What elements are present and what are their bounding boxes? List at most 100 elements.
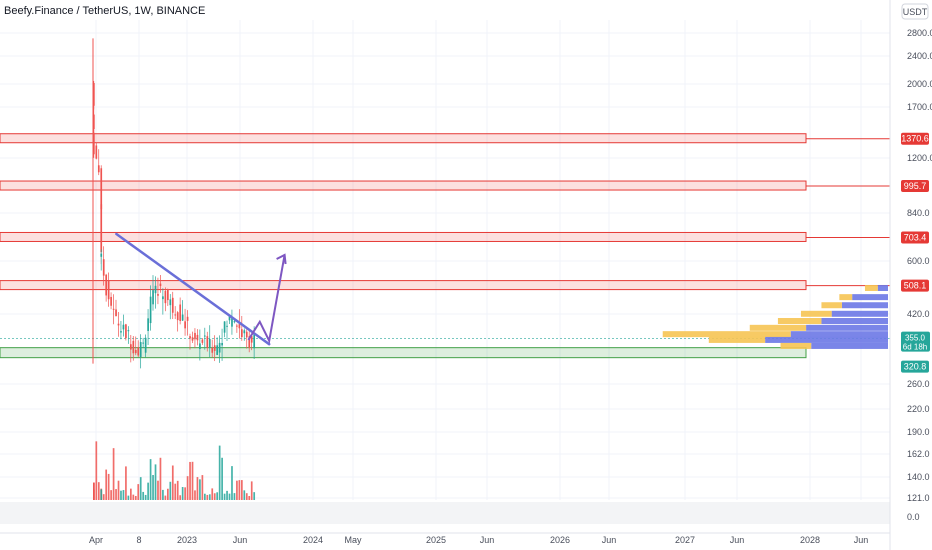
volume-bar <box>117 480 120 500</box>
bar-countdown-label: 6d 18h <box>903 343 927 352</box>
price-tick-label: 190.0 <box>907 427 930 437</box>
volume-bar <box>115 489 117 500</box>
volume-bar <box>243 490 246 500</box>
candle-body <box>144 337 147 353</box>
candle-body <box>164 290 167 304</box>
volume-bar <box>149 459 152 500</box>
volume-bar <box>223 493 226 500</box>
volume-profile-sell <box>708 336 766 343</box>
candle-body <box>231 318 233 327</box>
candle-body <box>149 296 152 324</box>
volume-profile-buy <box>790 331 888 338</box>
candle-body <box>199 343 201 350</box>
resistance-zone <box>0 280 807 291</box>
time-axis[interactable]: Apr 8 2023 Jun 2024 May 2025 Jun 2026 Jun 2027 Jun 2… <box>89 535 868 545</box>
volume-profile-sell <box>821 302 842 309</box>
candle-body <box>236 325 238 327</box>
price-tick-label: 162.0 <box>907 449 930 459</box>
volume-bar <box>105 469 108 500</box>
volume-bar <box>120 490 122 500</box>
candle-body <box>206 336 209 348</box>
volume-bar <box>181 487 184 500</box>
candle-body <box>213 345 216 351</box>
resistance-zone <box>0 133 807 144</box>
volume-bar <box>112 448 115 500</box>
resistance-tag <box>901 180 929 193</box>
volume-bar <box>245 493 248 500</box>
volume-bar <box>159 457 162 500</box>
volume-bar <box>95 441 98 500</box>
candle-body <box>137 347 140 356</box>
candle-body <box>120 331 122 333</box>
support-zone <box>0 347 807 359</box>
volume-bar <box>204 493 206 500</box>
volume-bar <box>213 493 216 500</box>
candle-body <box>134 349 137 354</box>
time-tick-label: 8 <box>136 535 141 545</box>
price-tick-label: 420.0 <box>907 309 930 319</box>
volume-bar <box>248 495 251 500</box>
volume-bar <box>241 480 243 500</box>
projection-path <box>247 254 286 344</box>
candle-body <box>245 331 248 338</box>
candle-body <box>171 297 174 313</box>
volume-bar <box>226 490 228 500</box>
price-tick-label: 220.0 <box>907 404 930 414</box>
volume-bar <box>211 488 214 500</box>
resistance-tag-label: 508.1 <box>904 281 927 291</box>
volume-bar <box>233 493 236 500</box>
support-tag <box>901 360 929 373</box>
volume-profile-buy <box>806 324 888 331</box>
candle-body <box>181 314 184 321</box>
support-tag-label: 320.8 <box>904 362 927 372</box>
volume-bar <box>144 494 147 500</box>
candle-body <box>250 336 253 343</box>
price-tick-label: 840.0 <box>907 208 930 218</box>
resistance-tag-label: 703.4 <box>904 232 927 242</box>
volume-bar <box>189 461 191 500</box>
volume-bar <box>199 479 201 500</box>
candle-body <box>221 342 223 346</box>
volume-bar <box>127 495 130 500</box>
volume-profile-sell <box>780 342 812 349</box>
volume-bar <box>125 466 127 500</box>
volume-bar <box>191 461 194 500</box>
volume-bar <box>162 489 164 500</box>
candle-body <box>238 324 241 329</box>
volume-bar <box>174 483 177 500</box>
volume-profile-buy <box>765 336 888 343</box>
volume-profile-sell <box>839 294 853 301</box>
volume-bar <box>132 494 135 500</box>
resistance-tag <box>901 279 929 292</box>
candle-body <box>127 330 130 332</box>
candle-body <box>93 132 95 155</box>
time-tick-label: Apr <box>89 535 103 545</box>
volume-bar <box>176 480 179 500</box>
candle-body <box>100 204 103 253</box>
volume-bar <box>97 482 100 500</box>
candle-body <box>93 82 95 106</box>
candle-body <box>97 165 100 173</box>
candle-body <box>241 329 243 338</box>
price-tick-label: 140.0 <box>907 472 930 482</box>
price-tick-label: 1700.0 <box>907 102 932 112</box>
time-tick-label: 2023 <box>177 535 197 545</box>
candle-body <box>248 336 251 348</box>
candle-body <box>125 324 127 339</box>
volume-bar <box>122 490 125 500</box>
projection-arrowhead <box>276 253 287 265</box>
time-scale-band <box>0 502 890 524</box>
resistance-tag-label: 1370.6 <box>901 134 929 144</box>
resistance-tag <box>901 231 929 244</box>
volume-bar <box>194 490 196 500</box>
volume-bar <box>216 492 219 500</box>
price-axis[interactable]: 2800.0 2400.0 2000.0 1700.0 1200.0 840.0 600.0… <box>907 28 932 522</box>
volume-bar <box>218 445 221 500</box>
currency-button[interactable] <box>901 3 929 20</box>
volume-profile-sell <box>777 318 822 325</box>
volume-profile-sell <box>800 310 832 317</box>
time-tick-label: Jun <box>730 535 745 545</box>
candle-body <box>243 330 246 334</box>
